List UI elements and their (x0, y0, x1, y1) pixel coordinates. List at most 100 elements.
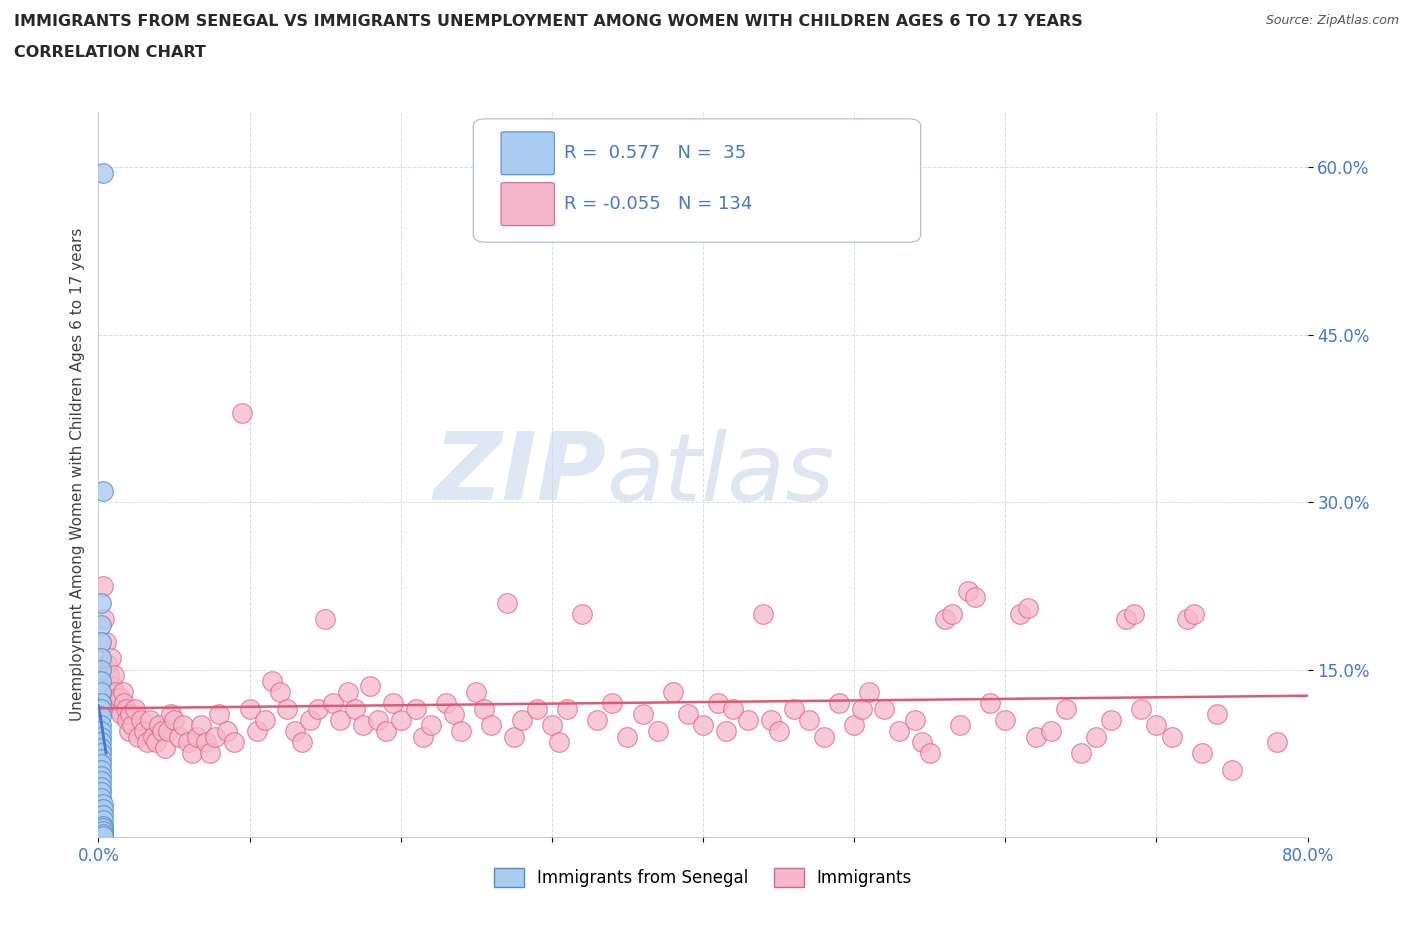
Point (145, 735, 167, 750)
Point (965, 590, 987, 604)
Point (90, 718, 112, 733)
Point (108, 690, 131, 705)
Point (132, 724, 155, 738)
Point (90, 618, 112, 632)
Point (344, 701, 367, 716)
Point (707, 696, 730, 711)
Text: CORRELATION CHART: CORRELATION CHART (14, 45, 205, 60)
Point (181, 746, 204, 761)
Text: ZIP: ZIP (433, 429, 606, 520)
Point (253, 712, 276, 727)
Point (979, 696, 1001, 711)
Point (768, 724, 790, 738)
Point (1175, 612, 1198, 627)
Point (90, 779, 112, 794)
Point (450, 724, 472, 738)
Point (307, 701, 329, 716)
Point (100, 651, 122, 666)
Point (1267, 735, 1289, 750)
Point (91, 813, 114, 828)
Point (941, 606, 963, 621)
Point (90, 709, 112, 724)
Point (631, 707, 654, 722)
Point (858, 684, 880, 699)
Point (352, 718, 374, 733)
Point (90, 701, 112, 716)
Text: R = -0.055   N = 134: R = -0.055 N = 134 (564, 194, 752, 213)
Point (120, 707, 142, 722)
Point (647, 724, 669, 738)
Point (851, 701, 873, 716)
Point (949, 718, 972, 733)
Point (797, 712, 820, 727)
Point (96, 657, 118, 671)
Point (90, 724, 112, 738)
Point (405, 701, 427, 716)
Point (555, 701, 578, 716)
Point (586, 712, 609, 727)
Point (1220, 763, 1243, 777)
Point (172, 718, 194, 733)
Point (389, 712, 412, 727)
Point (571, 606, 593, 621)
Point (90, 662, 112, 677)
Point (1010, 606, 1032, 621)
Point (360, 679, 382, 694)
Point (465, 684, 488, 699)
Point (752, 606, 775, 621)
Point (91, 796, 114, 811)
Point (167, 729, 190, 744)
Point (1144, 718, 1167, 733)
Point (873, 701, 896, 716)
Point (208, 707, 231, 722)
Point (98, 668, 121, 683)
Point (91, 826, 114, 841)
Point (90, 763, 112, 777)
Point (1054, 701, 1077, 716)
FancyBboxPatch shape (474, 119, 921, 242)
Point (124, 701, 146, 716)
Point (322, 696, 344, 711)
Point (121, 718, 143, 733)
Point (1191, 746, 1213, 761)
Point (91, 802, 114, 817)
Point (526, 701, 548, 716)
Point (889, 724, 911, 738)
Point (204, 729, 226, 744)
Point (1017, 601, 1039, 616)
Point (911, 735, 934, 750)
Point (153, 740, 176, 755)
FancyBboxPatch shape (501, 182, 554, 225)
Point (105, 690, 128, 705)
Point (1024, 729, 1046, 744)
Point (224, 735, 246, 750)
Point (692, 718, 714, 733)
Point (90, 757, 112, 772)
Point (127, 729, 149, 744)
Point (813, 729, 835, 744)
Point (412, 729, 434, 744)
Point (443, 707, 465, 722)
Point (472, 701, 495, 716)
Point (101, 679, 124, 694)
Point (1070, 746, 1092, 761)
Point (723, 701, 745, 716)
Point (118, 724, 141, 738)
Point (420, 718, 443, 733)
Point (737, 712, 759, 727)
Y-axis label: Unemployment Among Women with Children Ages 6 to 17 years: Unemployment Among Women with Children A… (69, 228, 84, 721)
Text: R =  0.577   N =  35: R = 0.577 N = 35 (564, 144, 747, 162)
Point (91, 484, 114, 498)
Point (91, 166, 114, 180)
Point (93, 612, 115, 627)
Point (110, 707, 132, 722)
Point (90, 746, 112, 761)
Point (276, 701, 298, 716)
Point (115, 712, 138, 727)
Point (783, 701, 806, 716)
Point (602, 696, 624, 711)
Point (114, 701, 136, 716)
Point (90, 729, 112, 744)
Point (148, 718, 170, 733)
Point (91, 818, 114, 833)
